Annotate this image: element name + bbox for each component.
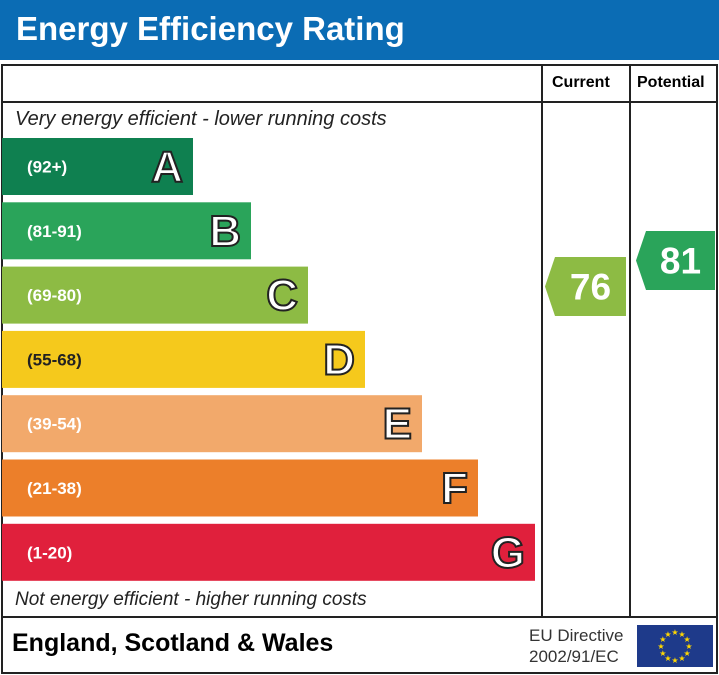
band-a: (92+) A [2,138,193,195]
star-icon: ★ [659,649,666,658]
band-c: (69-80) C [2,266,308,324]
band-letter: F [441,464,468,513]
band-g: (1-20) G [2,523,535,581]
star-icon: ★ [659,635,666,644]
title-bar: Energy Efficiency Rating [0,0,719,60]
page-title: Energy Efficiency Rating [16,10,405,47]
star-icon: ★ [664,654,671,663]
potential-rating-arrow: 81 [636,231,715,290]
star-icon: ★ [678,630,685,639]
band-bar [2,266,308,324]
bottom-note: Not energy efficient - higher running co… [15,589,367,610]
band-letter: E [383,400,412,449]
band-letter: G [491,528,525,577]
band-bar [2,202,251,260]
potential-rating-arrow-value: 81 [660,241,701,282]
star-icon: ★ [678,654,685,663]
top-note: Very energy efficient - lower running co… [15,108,387,130]
band-letter: C [266,271,298,320]
directive-line2: 2002/91/EC [529,647,619,666]
band-range: (81-91) [27,222,82,241]
current-rating-arrow-value: 76 [570,267,611,308]
eu-flag-icon: ★ ★★★★★★★★★★★ [637,625,713,667]
potential-rating-arrow-shape [636,231,715,290]
band-range: (1-20) [27,543,72,562]
star-icon: ★ [684,649,691,658]
star-icon: ★ [657,642,664,651]
current-column-header: Current [552,74,610,91]
band-d: (55-68) D [2,330,365,388]
potential-column-header: Potential [637,74,705,91]
band-range: (92+) [27,158,67,177]
band-e: (39-54) E [2,395,422,453]
band-letter: D [323,335,355,384]
band-range: (39-54) [27,415,82,434]
directive-line1: EU Directive [529,626,624,645]
band-bar [2,138,193,195]
star-icon: ★ [671,628,678,637]
current-rating-arrow: 76 [545,257,626,316]
band-letter: B [209,207,241,256]
band-b: (81-91) B [2,202,251,260]
star-icon: ★ [685,642,692,651]
band-bar [2,395,422,453]
current-rating-arrow-shape [545,257,626,316]
band-range: (69-80) [27,286,82,305]
band-f: (21-38) F [2,459,478,517]
region-label: England, Scotland & Wales [12,629,334,657]
star-icon: ★ [684,635,691,644]
band-range: (55-68) [27,350,82,369]
band-bar [2,459,478,517]
band-bar [2,523,535,581]
star-icon: ★ [664,630,671,639]
star-icon: ★ [671,656,678,665]
band-letter: A [151,143,183,192]
band-range: (21-38) [27,479,82,498]
band-bar [2,330,365,388]
